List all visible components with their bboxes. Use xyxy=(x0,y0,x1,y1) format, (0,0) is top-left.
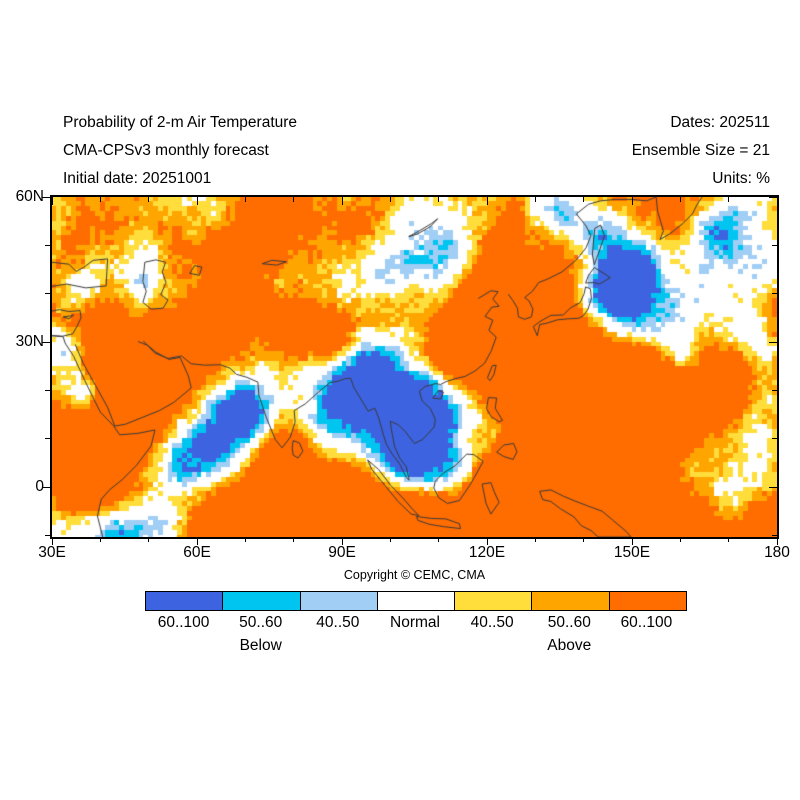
ensemble-size-label: Ensemble Size = 21 xyxy=(631,142,770,159)
legend-segment-label: 60..100 xyxy=(157,614,210,631)
x-axis-tick xyxy=(148,537,150,542)
x-axis-tick xyxy=(99,537,101,542)
y-axis-tick xyxy=(772,534,777,536)
y-axis-tick xyxy=(45,293,50,295)
probability-map-canvas xyxy=(52,197,777,537)
legend-above-label: Above xyxy=(547,637,592,654)
x-axis-tick xyxy=(534,537,536,542)
legend-segment-label: 40..50 xyxy=(470,614,514,631)
legend-segment-label: Normal xyxy=(390,614,440,631)
legend-segment-below-40--50 xyxy=(299,592,377,610)
legend-below-label: Below xyxy=(239,637,282,654)
x-axis-tick xyxy=(196,537,198,545)
copyright-text: Copyright © CEMC, CMA xyxy=(343,568,486,582)
y-axis-tick xyxy=(769,196,777,198)
y-axis-tick xyxy=(45,244,50,246)
y-axis-tick xyxy=(42,486,50,488)
x-axis-tick-label: 90E xyxy=(328,544,356,561)
x-axis-tick xyxy=(293,537,295,542)
x-axis-tick xyxy=(776,537,778,545)
legend-segment-label: 40..50 xyxy=(316,614,360,631)
x-axis-tick-label: 180 xyxy=(764,544,790,561)
initial-date-label: Initial date: 20251001 xyxy=(63,170,212,187)
y-axis-tick xyxy=(45,389,50,391)
header-left: Probability of 2-m Air Temperature CMA-C… xyxy=(63,109,297,193)
x-axis-tick xyxy=(51,537,53,545)
x-axis-tick xyxy=(148,197,150,202)
chart-title: Probability of 2-m Air Temperature xyxy=(63,114,298,131)
x-axis-tick-label: 30E xyxy=(38,544,66,561)
x-axis-tick xyxy=(631,197,633,205)
y-axis-tick xyxy=(772,244,777,246)
x-axis-tick xyxy=(244,537,246,542)
x-axis-tick xyxy=(196,197,198,205)
legend-segment-below-50--60 xyxy=(222,592,300,610)
y-axis-tick-label: 30N xyxy=(15,333,44,350)
x-axis-tick-label: 60E xyxy=(183,544,211,561)
x-axis-tick xyxy=(438,537,440,542)
x-axis-tick xyxy=(293,197,295,202)
x-axis-tick-label: 120E xyxy=(468,544,506,561)
legend-segment-below-60--100 xyxy=(146,592,223,610)
chart-subtitle: CMA-CPSv3 monthly forecast xyxy=(63,142,269,159)
x-axis-tick-label: 150E xyxy=(613,544,651,561)
y-axis-tick-label: 0 xyxy=(35,478,44,495)
x-axis-tick xyxy=(583,197,585,202)
x-axis-tick xyxy=(51,197,53,205)
colorbar-legend xyxy=(145,591,687,611)
legend-segment-label: 50..60 xyxy=(239,614,283,631)
x-axis-tick xyxy=(583,537,585,542)
x-axis-tick xyxy=(341,197,343,205)
valid-dates-label: Dates: 202511 xyxy=(670,114,770,131)
y-axis-tick xyxy=(772,389,777,391)
legend-segment-normal-Normal xyxy=(376,592,455,610)
y-axis-tick xyxy=(45,438,50,440)
x-axis-tick xyxy=(244,197,246,202)
y-axis-tick xyxy=(42,196,50,198)
x-axis-tick xyxy=(389,537,391,542)
x-axis-tick xyxy=(341,537,343,545)
y-axis-tick xyxy=(772,293,777,295)
header-right: Dates: 202511 Ensemble Size = 21 Units: … xyxy=(632,109,770,193)
x-axis-tick xyxy=(389,197,391,202)
x-axis-tick xyxy=(534,197,536,202)
legend-segment-label: 50..60 xyxy=(547,614,591,631)
x-axis-tick xyxy=(486,197,488,205)
y-axis-tick xyxy=(45,534,50,536)
x-axis-tick xyxy=(99,197,101,202)
y-axis-tick xyxy=(769,341,777,343)
x-axis-tick xyxy=(438,197,440,202)
units-label: Units: % xyxy=(712,170,770,187)
y-axis-tick xyxy=(42,341,50,343)
y-axis-tick xyxy=(772,438,777,440)
map-frame xyxy=(50,195,779,539)
legend-segment-above-40--50 xyxy=(454,592,532,610)
x-axis-tick xyxy=(776,197,778,205)
x-axis-tick xyxy=(679,197,681,202)
x-axis-tick xyxy=(728,537,730,542)
x-axis-tick xyxy=(631,537,633,545)
x-axis-tick xyxy=(486,537,488,545)
y-axis-tick xyxy=(769,486,777,488)
x-axis-tick xyxy=(679,537,681,542)
legend-segment-label: 60..100 xyxy=(620,614,673,631)
y-axis-tick-label: 60N xyxy=(15,188,44,205)
x-axis-tick xyxy=(728,197,730,202)
legend-segment-above-60--100 xyxy=(608,592,686,610)
legend-segment-above-50--60 xyxy=(531,592,609,610)
